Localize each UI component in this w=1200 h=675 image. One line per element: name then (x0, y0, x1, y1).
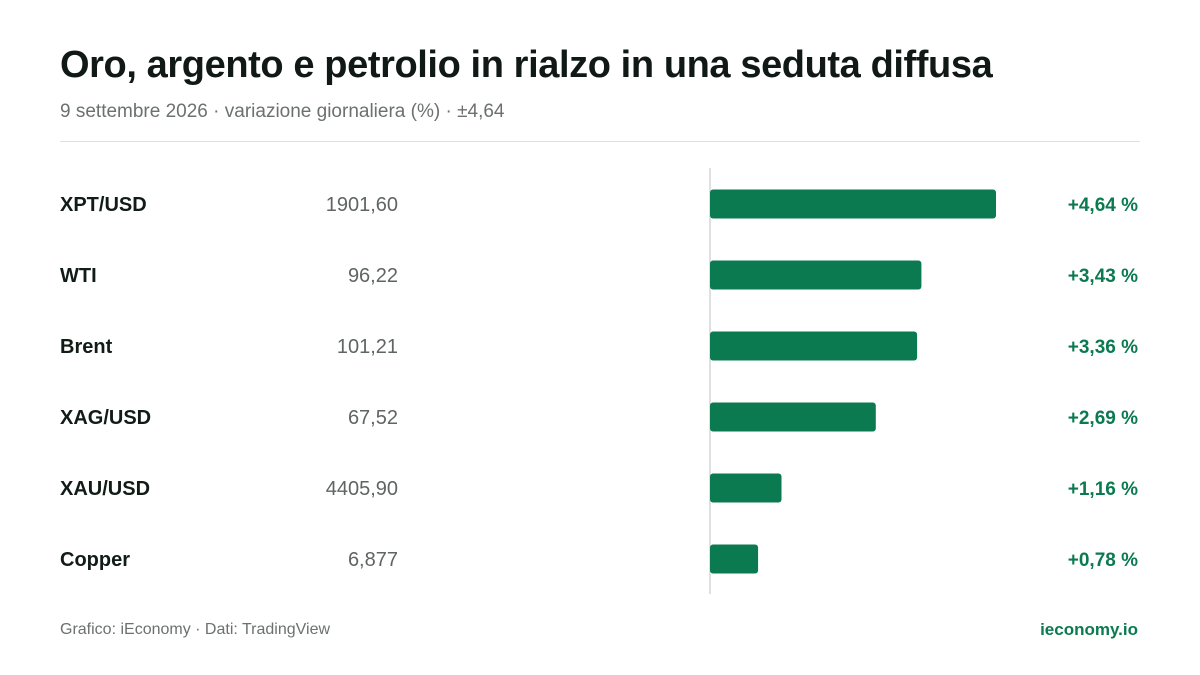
price-label: 4405,90 (326, 478, 398, 500)
chart-row-wti: WTI 96,22 +3,43 % (60, 260, 1138, 290)
bar (710, 189, 996, 219)
header-divider (60, 141, 1140, 142)
chart-row-copper: Copper 6,877 +0,78 % (60, 544, 1138, 574)
bar (710, 473, 782, 503)
category-label: XAG/USD (60, 407, 151, 429)
category-label: Copper (60, 549, 130, 571)
category-label: Brent (60, 336, 113, 358)
category-label: WTI (60, 265, 97, 287)
value-label: +4,64 % (1068, 195, 1138, 216)
value-label: +2,69 % (1068, 408, 1138, 429)
price-label: 101,21 (337, 336, 398, 358)
value-label: +0,78 % (1068, 550, 1138, 571)
chart-row-xag-usd: XAG/USD 67,52 +2,69 % (60, 402, 1138, 432)
value-label: +3,43 % (1068, 266, 1138, 287)
value-label: +3,36 % (1068, 337, 1138, 358)
price-label: 1901,60 (326, 194, 398, 216)
bar (710, 331, 918, 361)
bar (710, 402, 876, 432)
price-label: 67,52 (348, 407, 398, 429)
price-label: 6,877 (348, 549, 398, 571)
chart-rows: XPT/USD 1901,60 +4,64 % WTI 96,22 +3,43 % Bren… (60, 189, 1138, 574)
value-label: +1,16 % (1068, 479, 1138, 500)
footer-brand-link[interactable]: ieconomy.io (1040, 620, 1138, 639)
chart-row-brent: Brent 101,21 +3,36 % (60, 331, 1138, 361)
bar (710, 260, 922, 290)
chart-subtitle: 9 settembre 2026 · variazione giornalier… (60, 101, 505, 122)
price-label: 96,22 (348, 265, 398, 287)
chart-title: Oro, argento e petrolio in rialzo in una… (60, 44, 993, 86)
chart-row-xpt-usd: XPT/USD 1901,60 +4,64 % (60, 189, 1138, 219)
category-label: XAU/USD (60, 478, 150, 500)
chart-row-xau-usd: XAU/USD 4405,90 +1,16 % (60, 473, 1138, 503)
bar (710, 544, 759, 574)
category-label: XPT/USD (60, 194, 147, 216)
footer-source: Grafico: iEconomy · Dati: TradingView (60, 621, 331, 638)
